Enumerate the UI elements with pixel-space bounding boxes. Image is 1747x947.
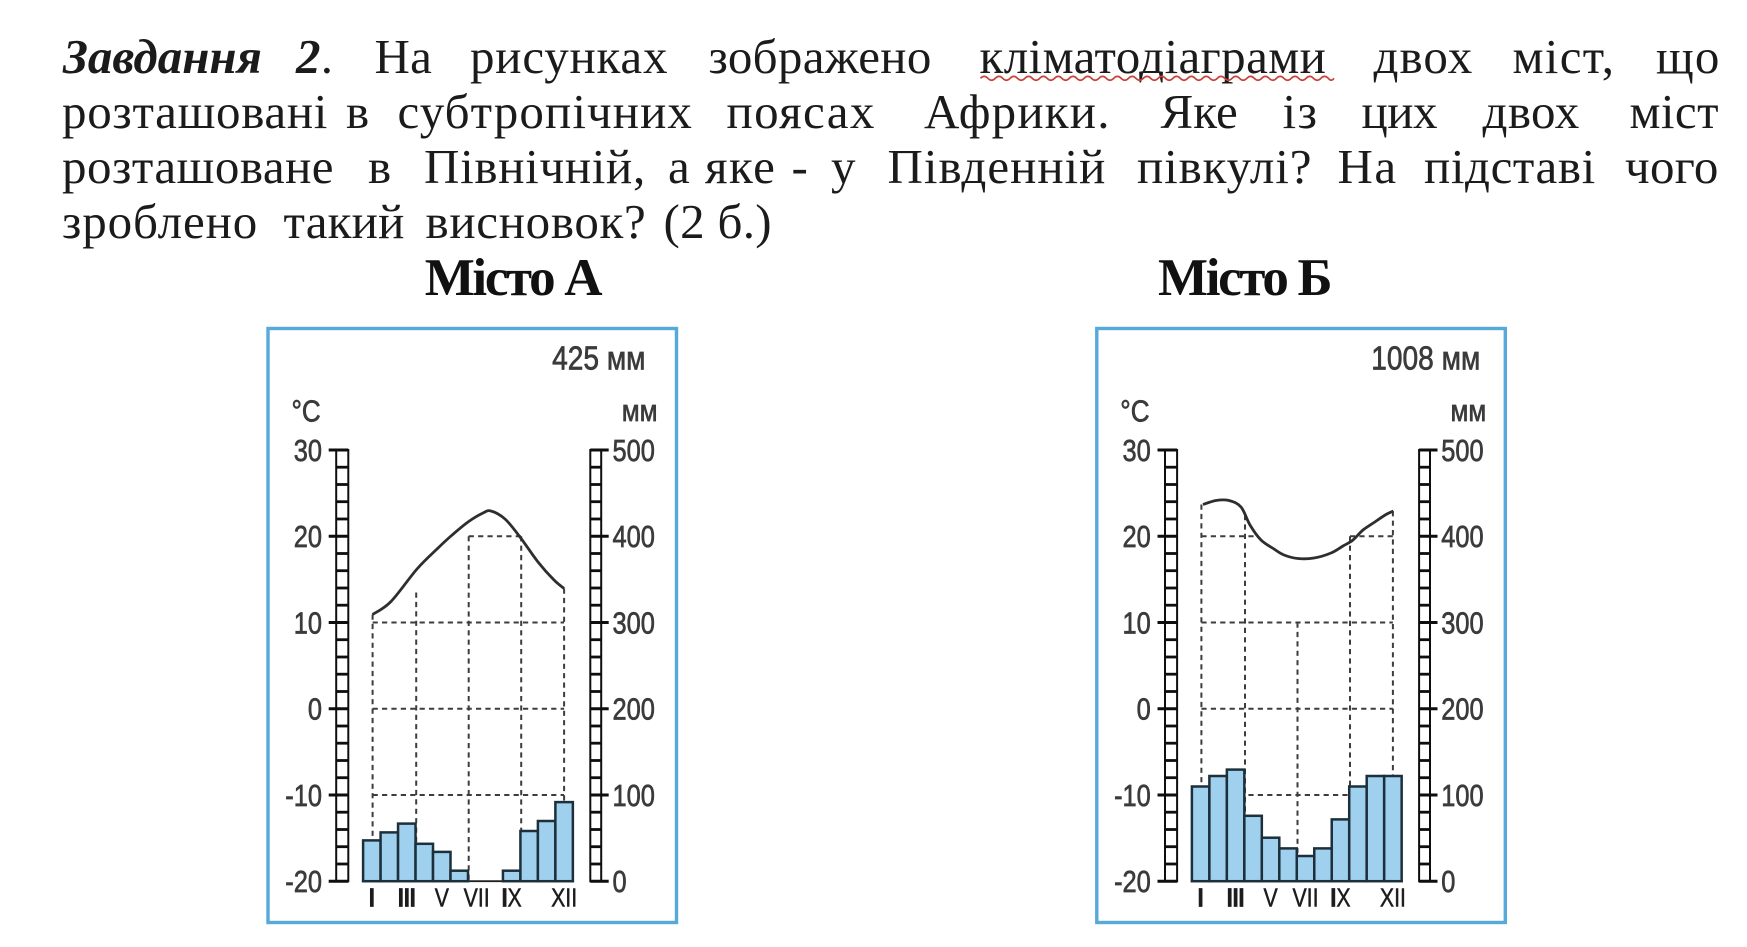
svg-text:-20: -20 — [1114, 865, 1151, 900]
svg-text:XII: XII — [1380, 884, 1406, 914]
svg-text:500: 500 — [613, 434, 655, 469]
svg-text:10: 10 — [1123, 606, 1151, 641]
svg-text:30: 30 — [1123, 434, 1151, 469]
svg-text:200: 200 — [613, 692, 655, 727]
svg-text:300: 300 — [1441, 606, 1483, 641]
svg-text:100: 100 — [1441, 779, 1483, 814]
svg-text:XII: XII — [551, 884, 577, 914]
svg-text:0: 0 — [613, 865, 627, 900]
svg-text:425 мм: 425 мм — [552, 339, 645, 377]
svg-text:30: 30 — [294, 434, 322, 469]
svg-text:I: I — [1198, 884, 1204, 914]
svg-text:0: 0 — [1441, 865, 1455, 900]
svg-text:-10: -10 — [1114, 779, 1151, 814]
svg-text:200: 200 — [1441, 692, 1483, 727]
svg-text:I: I — [369, 884, 375, 914]
svg-text:III: III — [1227, 884, 1245, 914]
svg-text:мм: мм — [1451, 394, 1487, 429]
svg-text:IX: IX — [1330, 884, 1350, 914]
svg-text:20: 20 — [294, 520, 322, 555]
svg-text:VII: VII — [464, 884, 490, 914]
svg-text:III: III — [398, 884, 416, 914]
svg-text:°C: °C — [292, 394, 321, 429]
svg-text:-20: -20 — [285, 865, 322, 900]
svg-text:100: 100 — [613, 779, 655, 814]
svg-text:0: 0 — [1137, 692, 1151, 727]
svg-text:400: 400 — [1441, 520, 1483, 555]
svg-text:1008 мм: 1008 мм — [1371, 339, 1480, 377]
svg-text:мм: мм — [622, 394, 658, 429]
svg-text:20: 20 — [1123, 520, 1151, 555]
svg-text:300: 300 — [613, 606, 655, 641]
svg-text:-10: -10 — [285, 779, 322, 814]
svg-text:V: V — [1263, 884, 1277, 914]
svg-text:0: 0 — [308, 692, 322, 727]
svg-text:V: V — [435, 884, 449, 914]
svg-text:500: 500 — [1441, 434, 1483, 469]
svg-text:400: 400 — [613, 520, 655, 555]
svg-text:IX: IX — [502, 884, 522, 914]
svg-text:VII: VII — [1292, 884, 1318, 914]
svg-text:°C: °C — [1120, 394, 1149, 429]
svg-text:10: 10 — [294, 606, 322, 641]
